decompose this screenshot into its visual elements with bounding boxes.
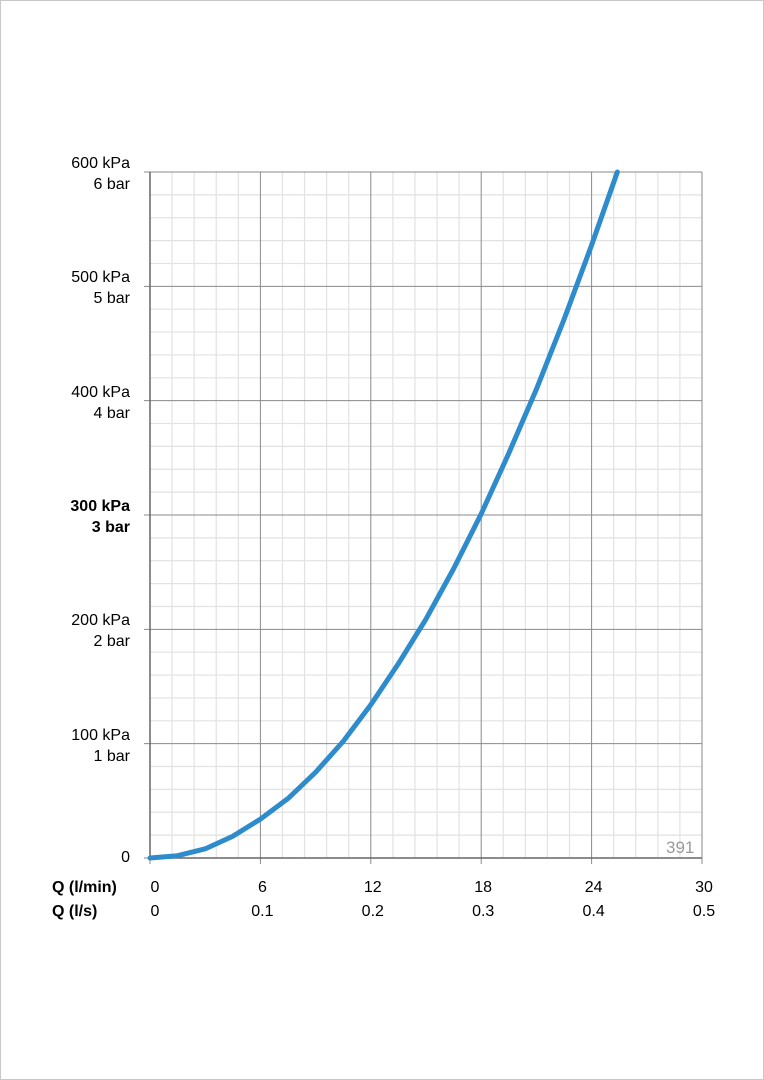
y-tick-label: 500 kPa 5 bar (71, 267, 130, 309)
y-tick-label: 600 kPa 6 bar (71, 153, 130, 195)
x-tick-label: 0.2 (361, 903, 384, 920)
y-tick-bar: 3 bar (91, 519, 130, 536)
y-tick-kpa: 300 kPa (70, 498, 130, 515)
y-tick-bar: 5 bar (93, 290, 130, 308)
x-tick-label: 12 (363, 879, 382, 896)
x-tick-label: 0 (150, 879, 160, 896)
y-tick-kpa: 600 kPa (71, 155, 130, 172)
x-tick-label: 0.3 (472, 903, 495, 920)
y-tick-label: 200 kPa 2 bar (71, 610, 130, 652)
y-tick-kpa: 400 kPa (71, 383, 130, 401)
y-tick-bar: 6 bar (93, 176, 130, 193)
y-tick-bar: 1 bar (93, 747, 130, 765)
x-tick-label: 0.5 (692, 903, 716, 920)
x-tick-label: 0.4 (582, 903, 605, 920)
x-tick-label: 0.1 (251, 903, 274, 920)
y-tick-label: 100 kPa 1 bar (71, 725, 130, 767)
y-tick-bar: 2 bar (93, 633, 130, 651)
x-tick-label: 6 (257, 879, 267, 896)
y-tick-label: 300 kPa 3 bar (70, 496, 130, 538)
x-tick-label: 18 (474, 879, 493, 896)
y-tick-kpa: 200 kPa (71, 612, 130, 630)
y-tick-label: 0 (121, 847, 130, 868)
y-tick-kpa: 0 (121, 849, 130, 866)
x-tick-label: 0 (150, 903, 160, 920)
series-line-0 (147, 169, 620, 861)
y-tick-bar: 4 bar (93, 404, 130, 422)
chart-code-annotation: 391 (666, 838, 695, 857)
y-tick-kpa: 500 kPa (71, 269, 130, 287)
x-tick-label: 30 (695, 879, 713, 896)
x-axis-label-lmin: Q (l/min) (52, 879, 117, 896)
y-tick-label: 400 kPa 4 bar (71, 382, 130, 424)
y-tick-kpa: 100 kPa (71, 726, 130, 744)
x-tick-label: 24 (584, 879, 603, 896)
x-axis-label-ls: Q (l/s) (52, 903, 98, 920)
